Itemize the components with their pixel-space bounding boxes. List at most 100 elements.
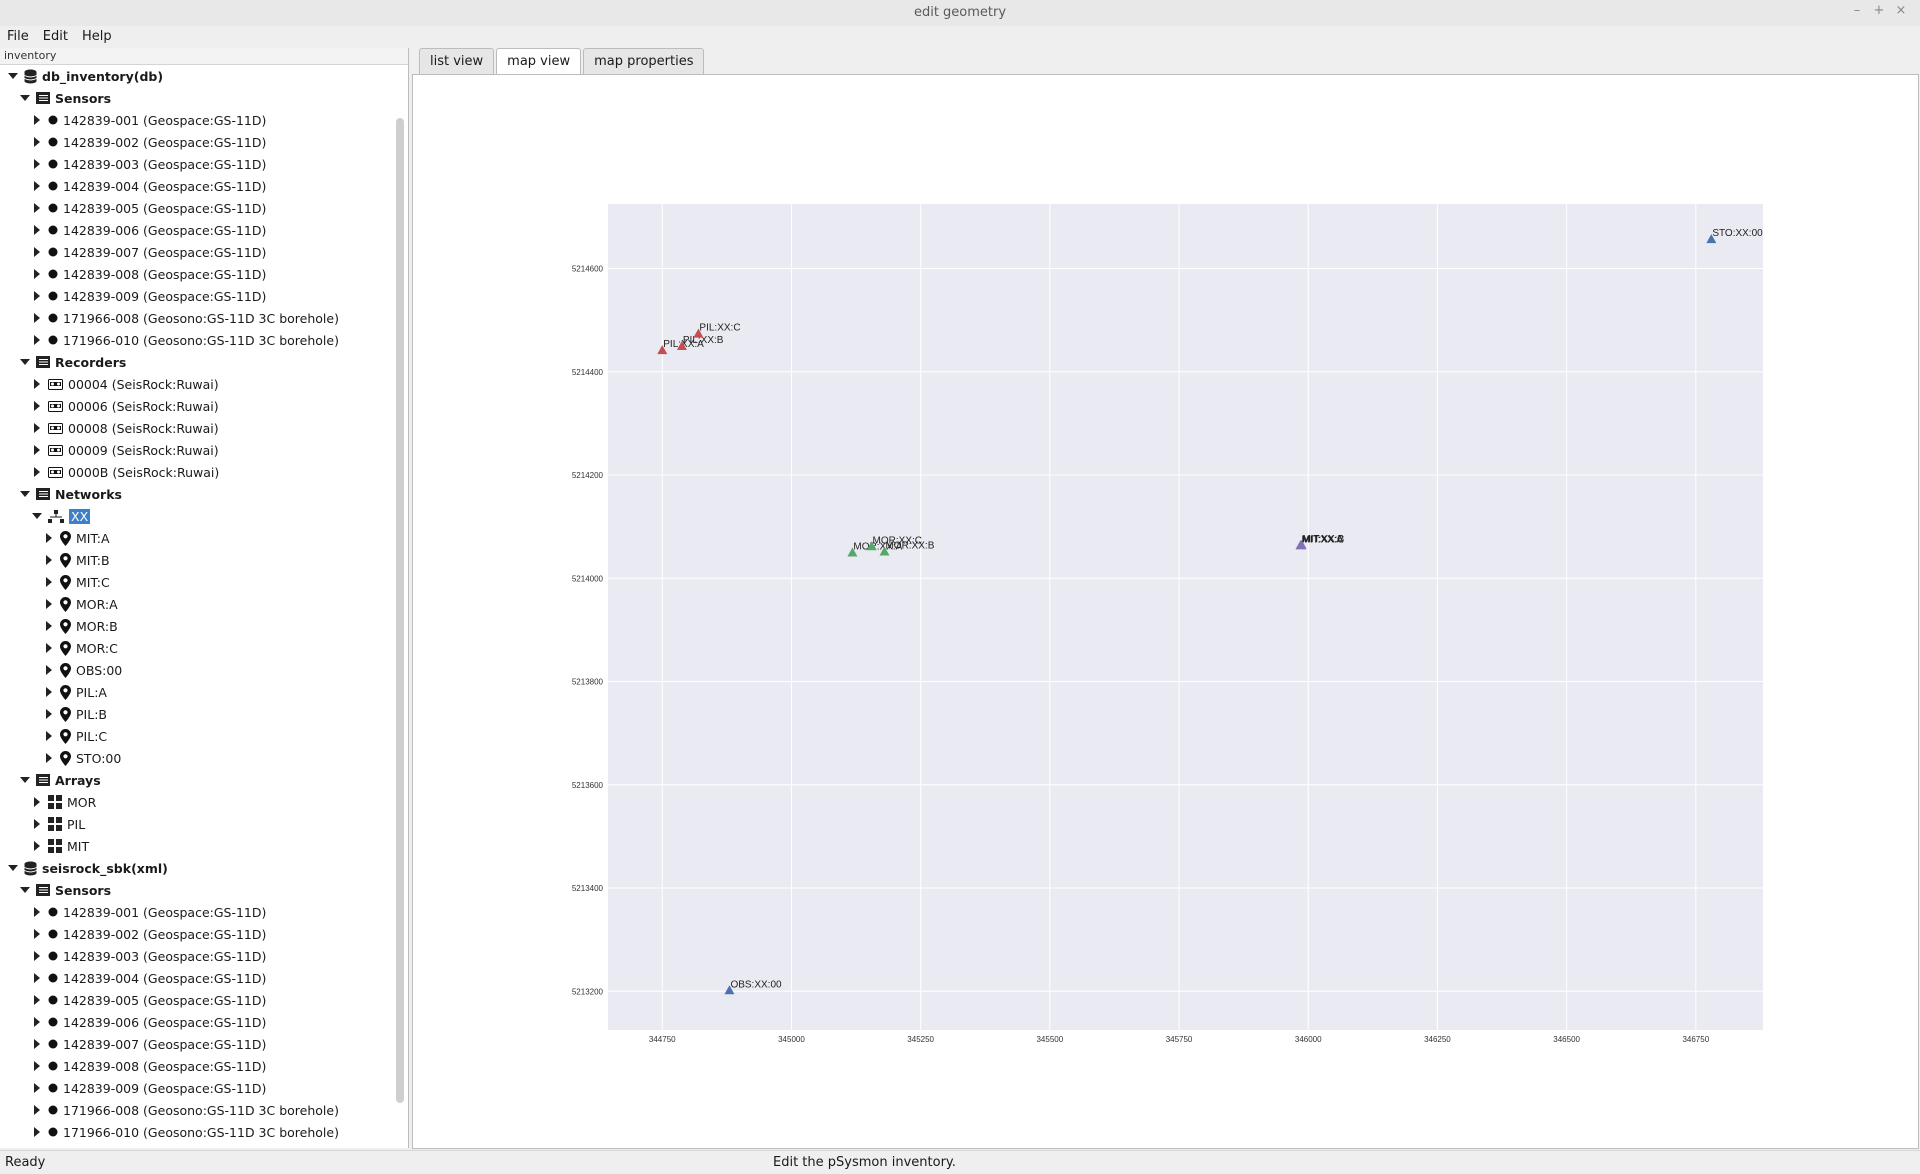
expand-arrow-right-icon[interactable] [30,791,44,813]
expand-arrow-down-icon[interactable] [18,769,32,791]
expand-arrow-right-icon[interactable] [30,813,44,835]
expand-arrow-right-icon[interactable] [30,219,44,241]
tree-item[interactable]: 142839-005 (Geospace:GS-11D) [0,197,408,219]
expand-arrow-down-icon[interactable] [6,857,20,879]
tree-item[interactable]: 142839-004 (Geospace:GS-11D) [0,175,408,197]
expand-arrow-right-icon[interactable] [30,197,44,219]
expand-arrow-right-icon[interactable] [42,549,56,571]
tree-item[interactable]: 142839-008 (Geospace:GS-11D) [0,263,408,285]
tree-item[interactable]: 142839-006 (Geospace:GS-11D) [0,219,408,241]
tree-item[interactable]: 142839-004 (Geospace:GS-11D) [0,967,408,989]
tree-item[interactable]: PIL:C [0,725,408,747]
tab-map-view[interactable]: map view [496,48,582,75]
tree-item[interactable]: 171966-008 (Geosono:GS-11D 3C borehole) [0,307,408,329]
menu-edit[interactable]: Edit [42,29,68,44]
minimize-icon[interactable]: – [1853,3,1861,18]
expand-arrow-right-icon[interactable] [30,967,44,989]
expand-arrow-right-icon[interactable] [30,945,44,967]
expand-arrow-right-icon[interactable] [30,923,44,945]
expand-arrow-right-icon[interactable] [30,285,44,307]
menu-help[interactable]: Help [81,29,112,44]
tree-item[interactable]: MOR [0,791,408,813]
expand-arrow-right-icon[interactable] [42,615,56,637]
expand-arrow-down-icon[interactable] [30,505,44,527]
expand-arrow-right-icon[interactable] [30,901,44,923]
tree-item[interactable]: MIT:C [0,571,408,593]
tree-item[interactable]: MOR:C [0,637,408,659]
tree-item[interactable]: OBS:00 [0,659,408,681]
expand-arrow-right-icon[interactable] [42,637,56,659]
expand-arrow-right-icon[interactable] [30,989,44,1011]
tree-scrollbar[interactable] [396,118,404,1103]
expand-arrow-right-icon[interactable] [30,175,44,197]
tree-item[interactable]: 00009 (SeisRock:Ruwai) [0,439,408,461]
tree-item[interactable]: Arrays [0,769,408,791]
expand-arrow-right-icon[interactable] [30,395,44,417]
tree-item[interactable]: 142839-002 (Geospace:GS-11D) [0,923,408,945]
tree-item[interactable]: Sensors [0,879,408,901]
expand-arrow-right-icon[interactable] [30,1099,44,1121]
tree-item[interactable]: 00004 (SeisRock:Ruwai) [0,373,408,395]
expand-arrow-right-icon[interactable] [30,439,44,461]
expand-arrow-right-icon[interactable] [30,329,44,351]
tree-item[interactable]: 171966-008 (Geosono:GS-11D 3C borehole) [0,1099,408,1121]
tree-item[interactable]: 142839-007 (Geospace:GS-11D) [0,241,408,263]
tree-item[interactable]: Sensors [0,87,408,109]
tree-item[interactable]: 142839-002 (Geospace:GS-11D) [0,131,408,153]
expand-arrow-right-icon[interactable] [30,131,44,153]
tree-item[interactable]: 142839-001 (Geospace:GS-11D) [0,109,408,131]
tree-item[interactable]: 142839-005 (Geospace:GS-11D) [0,989,408,1011]
expand-arrow-right-icon[interactable] [42,571,56,593]
tree-item[interactable]: 142839-009 (Geospace:GS-11D) [0,1077,408,1099]
tree-item[interactable]: 00006 (SeisRock:Ruwai) [0,395,408,417]
tree-item[interactable]: MOR:A [0,593,408,615]
expand-arrow-right-icon[interactable] [30,1055,44,1077]
expand-arrow-right-icon[interactable] [30,241,44,263]
expand-arrow-down-icon[interactable] [6,65,20,87]
expand-arrow-right-icon[interactable] [30,373,44,395]
expand-arrow-right-icon[interactable] [30,1033,44,1055]
tree-item[interactable]: Recorders [0,351,408,373]
expand-arrow-right-icon[interactable] [30,263,44,285]
tree-item[interactable]: 142839-008 (Geospace:GS-11D) [0,1055,408,1077]
tree-item[interactable]: 142839-001 (Geospace:GS-11D) [0,901,408,923]
tab-list-view[interactable]: list view [419,48,495,74]
expand-arrow-right-icon[interactable] [30,307,44,329]
expand-arrow-down-icon[interactable] [18,483,32,505]
expand-arrow-right-icon[interactable] [42,659,56,681]
expand-arrow-down-icon[interactable] [18,87,32,109]
tree-item[interactable]: 142839-006 (Geospace:GS-11D) [0,1011,408,1033]
expand-arrow-right-icon[interactable] [30,1077,44,1099]
maximize-icon[interactable]: + [1873,3,1885,18]
expand-arrow-right-icon[interactable] [30,835,44,857]
tree-item[interactable]: 171966-010 (Geosono:GS-11D 3C borehole) [0,329,408,351]
expand-arrow-right-icon[interactable] [42,703,56,725]
expand-arrow-right-icon[interactable] [42,725,56,747]
tree-item[interactable]: 0000B (SeisRock:Ruwai) [0,461,408,483]
tree-item[interactable]: Networks [0,483,408,505]
expand-arrow-right-icon[interactable] [42,747,56,769]
expand-arrow-right-icon[interactable] [30,1121,44,1143]
tree-item[interactable]: MIT:B [0,549,408,571]
expand-arrow-right-icon[interactable] [30,461,44,483]
tree-item[interactable]: PIL:A [0,681,408,703]
close-icon[interactable]: × [1895,3,1907,18]
tree-item[interactable]: MIT [0,835,408,857]
tree-item[interactable]: 142839-003 (Geospace:GS-11D) [0,153,408,175]
tab-map-properties[interactable]: map properties [583,48,705,74]
tree-item[interactable]: XX [0,505,408,527]
tree-item[interactable]: 171966-010 (Geosono:GS-11D 3C borehole) [0,1121,408,1143]
tree-item[interactable]: 142839-009 (Geospace:GS-11D) [0,285,408,307]
expand-arrow-right-icon[interactable] [30,153,44,175]
tree-item[interactable]: 142839-007 (Geospace:GS-11D) [0,1033,408,1055]
expand-arrow-right-icon[interactable] [42,593,56,615]
expand-arrow-right-icon[interactable] [30,109,44,131]
tree-item[interactable]: seisrock_sbk(xml) [0,857,408,879]
tree-item[interactable]: MOR:B [0,615,408,637]
tree-item[interactable]: MIT:A [0,527,408,549]
tree-item[interactable]: 00008 (SeisRock:Ruwai) [0,417,408,439]
expand-arrow-down-icon[interactable] [18,351,32,373]
tree-item[interactable]: PIL:B [0,703,408,725]
expand-arrow-right-icon[interactable] [30,1011,44,1033]
tree-item[interactable]: PIL [0,813,408,835]
